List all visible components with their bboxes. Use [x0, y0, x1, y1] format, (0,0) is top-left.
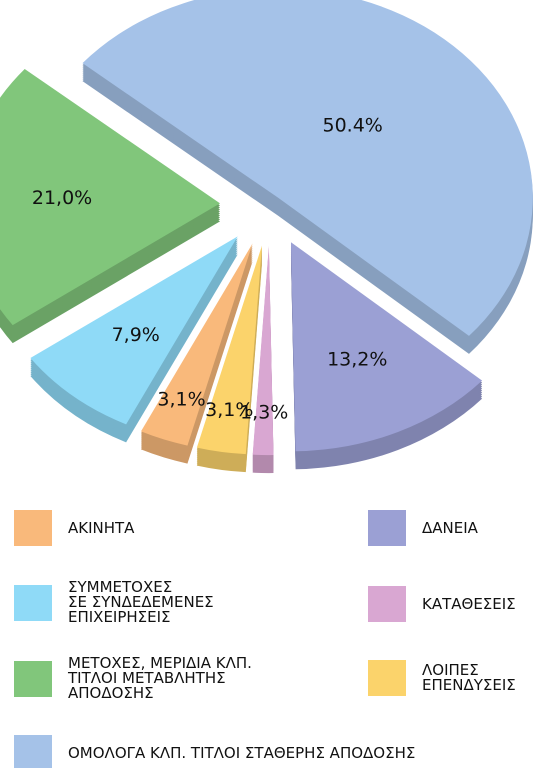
legend-label: ΑΚΙΝΗΤΑ — [68, 518, 135, 537]
data-label: 3,1% — [205, 399, 253, 421]
legend-label: ΔΑΝΕΙΑ — [422, 518, 478, 537]
data-label: 50.4% — [323, 115, 383, 137]
slice — [290, 242, 483, 452]
chart: 50.4%13,2%1,3%3,1%3,1%7,9%21,0% — [0, 0, 533, 474]
legend-swatch — [14, 510, 52, 546]
data-label: 3,1% — [157, 389, 205, 411]
legend-item: ΔΑΝΕΙΑ — [368, 510, 478, 546]
legend-item: ΚΑΤΑΘΕΣΕΙΣ — [368, 586, 516, 622]
legend-label: ΛΟΙΠΕΣ ΕΠΕΝΔΥΣΕΙΣ — [422, 661, 516, 694]
legend-item: ΛΟΙΠΕΣ ΕΠΕΝΔΥΣΕΙΣ — [368, 660, 516, 696]
slice — [82, 0, 533, 336]
slice — [0, 69, 221, 326]
legend-swatch — [368, 660, 406, 696]
legend-swatch — [14, 584, 52, 621]
legend-label: ΚΑΤΑΘΕΣΕΙΣ — [422, 594, 516, 613]
legend-item: ΣΥΜΜΕΤΟΧΕΣ ΣΕ ΣΥΝΔΕΔΕΜΕΝΕΣ ΕΠΙΧΕΙΡΗΣΕΙΣ — [14, 580, 214, 625]
legend-label: ΜΕΤΟΧΕΣ, ΜΕΡΙΔΙΑ ΚΛΠ. ΤΙΤΛΟΙ ΜΕΤΑΒΛΗΤΗΣ … — [68, 654, 252, 702]
legend-label: ΟΜΟΛΟΓΑ ΚΛΠ. ΤΙΤΛΟΙ ΣΤΑΘΕΡΗΣ ΑΠΟΔΟΣΗΣ — [68, 743, 416, 762]
slice — [140, 243, 253, 446]
data-label: 13,2% — [327, 348, 387, 370]
data-label: 1,3% — [240, 402, 288, 424]
legend-label: ΣΥΜΜΕΤΟΧΕΣ ΣΕ ΣΥΝΔΕΔΕΜΕΝΕΣ ΕΠΙΧΕΙΡΗΣΕΙΣ — [68, 578, 214, 626]
data-label: 21,0% — [32, 187, 92, 209]
legend-swatch — [14, 735, 52, 768]
data-label: 7,9% — [112, 324, 160, 346]
slice — [196, 245, 262, 455]
legend-swatch — [14, 660, 52, 697]
legend-swatch — [368, 586, 406, 622]
slice — [252, 245, 274, 456]
legend-swatch — [368, 510, 406, 546]
legend-item: ΑΚΙΝΗΤΑ — [14, 510, 134, 546]
slice — [30, 236, 238, 425]
legend-item: ΜΕΤΟΧΕΣ, ΜΕΡΙΔΙΑ ΚΛΠ. ΤΙΤΛΟΙ ΜΕΤΑΒΛΗΤΗΣ … — [14, 656, 252, 701]
legend-item: ΟΜΟΛΟΓΑ ΚΛΠ. ΤΙΤΛΟΙ ΣΤΑΘΕΡΗΣ ΑΠΟΔΟΣΗΣ — [14, 735, 415, 768]
